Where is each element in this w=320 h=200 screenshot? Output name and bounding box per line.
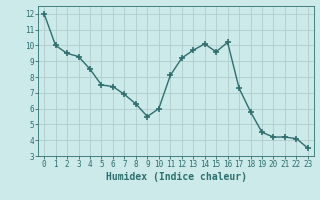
X-axis label: Humidex (Indice chaleur): Humidex (Indice chaleur) (106, 172, 246, 182)
